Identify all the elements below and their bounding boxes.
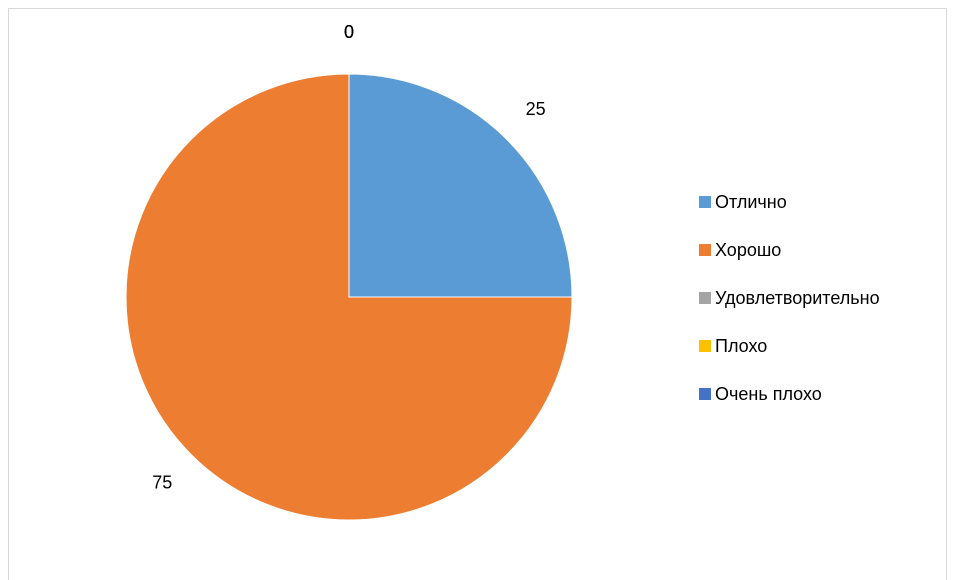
- pie-slice: [125, 73, 573, 521]
- legend-swatch: [699, 388, 711, 400]
- legend-swatch: [699, 340, 711, 352]
- data-label: 75: [152, 472, 172, 492]
- data-label: 0: [344, 22, 354, 42]
- pie-slice: [348, 73, 573, 298]
- legend-swatch: [699, 244, 711, 256]
- legend-swatch: [699, 292, 711, 304]
- legend-label: Хорошо: [715, 240, 781, 260]
- data-label: 0: [344, 22, 354, 42]
- legend-label: Удовлетворительно: [715, 288, 880, 308]
- data-label: 0: [344, 22, 354, 42]
- data-label: 25: [526, 99, 546, 119]
- legend-label: Плохо: [715, 336, 767, 356]
- legend-swatch: [699, 196, 711, 208]
- legend-label: Отлично: [715, 192, 787, 212]
- legend-label: Очень плохо: [715, 384, 822, 404]
